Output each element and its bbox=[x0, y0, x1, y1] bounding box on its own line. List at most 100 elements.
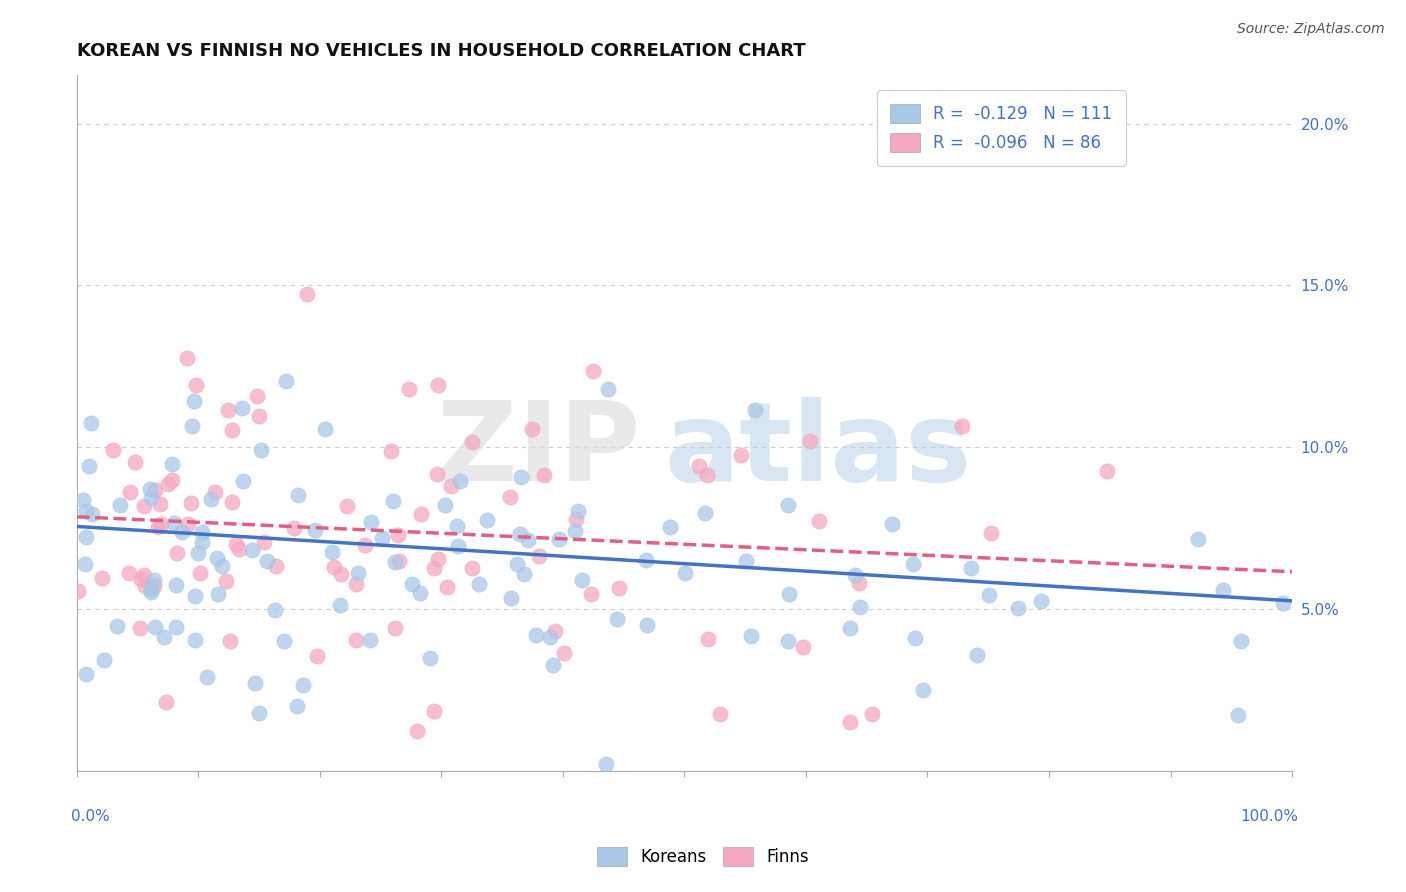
Point bbox=[524, 628, 547, 642]
Point bbox=[75, 666, 97, 681]
Point bbox=[134, 499, 156, 513]
Point bbox=[75, 557, 97, 571]
Point bbox=[636, 618, 658, 632]
Text: Source: ZipAtlas.com: Source: ZipAtlas.com bbox=[1237, 22, 1385, 37]
Point bbox=[314, 422, 336, 436]
Point bbox=[499, 591, 522, 606]
Point bbox=[425, 467, 447, 482]
Point bbox=[688, 459, 710, 474]
Point bbox=[82, 508, 104, 522]
Point bbox=[243, 675, 266, 690]
Point bbox=[256, 554, 278, 568]
Point bbox=[423, 561, 446, 575]
Point bbox=[221, 423, 243, 437]
Point bbox=[187, 546, 209, 560]
Point bbox=[384, 555, 406, 569]
Point bbox=[273, 634, 295, 648]
Point bbox=[142, 579, 165, 593]
Point bbox=[219, 634, 242, 648]
Point bbox=[740, 629, 762, 643]
Point bbox=[183, 393, 205, 408]
Point bbox=[285, 698, 308, 713]
Point bbox=[142, 573, 165, 587]
Text: 100.0%: 100.0% bbox=[1240, 809, 1298, 824]
Point bbox=[110, 498, 132, 512]
Point bbox=[304, 523, 326, 537]
Point bbox=[807, 514, 830, 528]
Point bbox=[129, 572, 152, 586]
Point bbox=[776, 633, 799, 648]
Point bbox=[582, 364, 605, 378]
Point bbox=[499, 490, 522, 504]
Point bbox=[449, 475, 471, 489]
Point bbox=[607, 581, 630, 595]
Point bbox=[75, 504, 97, 518]
Point bbox=[520, 422, 543, 436]
Point bbox=[215, 574, 238, 589]
Point bbox=[422, 704, 444, 718]
Point bbox=[134, 568, 156, 582]
Point bbox=[960, 561, 983, 575]
Point bbox=[1212, 582, 1234, 597]
Point bbox=[371, 531, 394, 545]
Point bbox=[977, 589, 1000, 603]
Point bbox=[90, 571, 112, 585]
Point bbox=[225, 537, 247, 551]
Point bbox=[426, 551, 449, 566]
Point bbox=[419, 650, 441, 665]
Point bbox=[162, 457, 184, 471]
Point bbox=[124, 455, 146, 469]
Point bbox=[673, 566, 696, 580]
Point bbox=[139, 582, 162, 596]
Point bbox=[240, 543, 263, 558]
Point bbox=[509, 527, 531, 541]
Point bbox=[283, 521, 305, 535]
Point bbox=[180, 496, 202, 510]
Point bbox=[517, 533, 540, 548]
Point bbox=[446, 519, 468, 533]
Point bbox=[143, 620, 166, 634]
Point bbox=[139, 483, 162, 497]
Point bbox=[709, 706, 731, 721]
Point bbox=[980, 525, 1002, 540]
Point bbox=[139, 585, 162, 599]
Point bbox=[697, 632, 720, 647]
Point bbox=[565, 511, 588, 525]
Point bbox=[911, 683, 934, 698]
Point bbox=[160, 473, 183, 487]
Point bbox=[596, 382, 619, 396]
Point bbox=[696, 468, 718, 483]
Point bbox=[231, 401, 253, 416]
Point bbox=[477, 513, 499, 527]
Point bbox=[232, 474, 254, 488]
Point bbox=[353, 538, 375, 552]
Legend: Koreans, Finns: Koreans, Finns bbox=[591, 840, 815, 873]
Point bbox=[436, 580, 458, 594]
Point bbox=[184, 589, 207, 603]
Point bbox=[440, 478, 463, 492]
Point bbox=[247, 706, 270, 720]
Point bbox=[1095, 464, 1118, 478]
Point bbox=[176, 351, 198, 365]
Point bbox=[246, 389, 269, 403]
Point bbox=[211, 558, 233, 573]
Point bbox=[253, 535, 276, 549]
Point bbox=[860, 707, 883, 722]
Point bbox=[321, 545, 343, 559]
Point bbox=[184, 377, 207, 392]
Point bbox=[730, 448, 752, 462]
Point bbox=[163, 516, 186, 530]
Point bbox=[433, 498, 456, 512]
Point bbox=[880, 517, 903, 532]
Text: atlas: atlas bbox=[665, 397, 972, 504]
Point bbox=[228, 542, 250, 557]
Point bbox=[547, 532, 569, 546]
Point bbox=[344, 633, 367, 648]
Point bbox=[778, 587, 800, 601]
Point bbox=[398, 382, 420, 396]
Point bbox=[72, 492, 94, 507]
Point bbox=[384, 621, 406, 635]
Point bbox=[1271, 596, 1294, 610]
Point bbox=[541, 658, 564, 673]
Point bbox=[149, 517, 172, 532]
